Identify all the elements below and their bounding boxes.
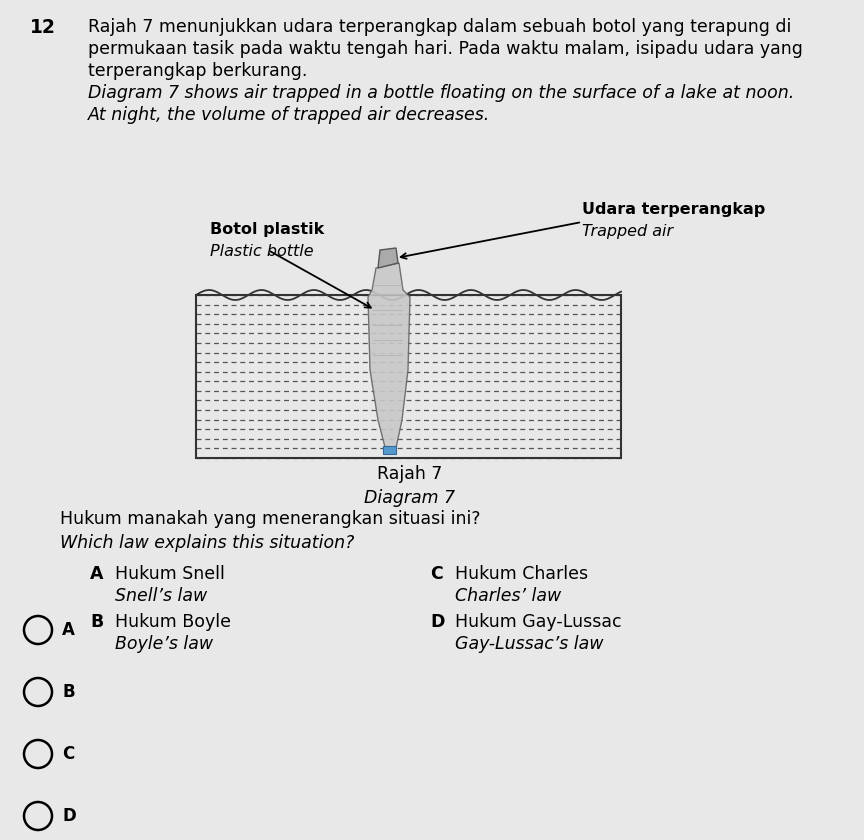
Text: C: C: [62, 745, 74, 763]
Text: Diagram 7: Diagram 7: [365, 489, 455, 507]
Text: Hukum Snell: Hukum Snell: [115, 565, 225, 583]
Text: At night, the volume of trapped air decreases.: At night, the volume of trapped air decr…: [88, 106, 490, 124]
Text: Which law explains this situation?: Which law explains this situation?: [60, 534, 354, 552]
Polygon shape: [383, 446, 396, 454]
Text: Plastic bottle: Plastic bottle: [210, 244, 314, 259]
Text: D: D: [430, 613, 444, 631]
Text: A: A: [62, 621, 75, 639]
Text: Gay-Lussac’s law: Gay-Lussac’s law: [455, 635, 603, 653]
Text: Charles’ law: Charles’ law: [455, 587, 562, 605]
Text: B: B: [90, 613, 104, 631]
Text: Rajah 7 menunjukkan udara terperangkap dalam sebuah botol yang terapung di: Rajah 7 menunjukkan udara terperangkap d…: [88, 18, 791, 36]
Text: Hukum Boyle: Hukum Boyle: [115, 613, 231, 631]
Text: Botol plastik: Botol plastik: [210, 222, 324, 237]
Text: permukaan tasik pada waktu tengah hari. Pada waktu malam, isipadu udara yang: permukaan tasik pada waktu tengah hari. …: [88, 40, 803, 58]
Text: Snell’s law: Snell’s law: [115, 587, 207, 605]
Text: Hukum Charles: Hukum Charles: [455, 565, 588, 583]
Text: Hukum Gay-Lussac: Hukum Gay-Lussac: [455, 613, 621, 631]
Text: B: B: [62, 683, 74, 701]
Text: Trapped air: Trapped air: [582, 224, 673, 239]
Text: Udara terperangkap: Udara terperangkap: [582, 202, 766, 217]
Polygon shape: [368, 263, 410, 451]
Text: 12: 12: [30, 18, 56, 37]
Text: C: C: [430, 565, 442, 583]
Polygon shape: [378, 248, 398, 268]
Text: Hukum manakah yang menerangkan situasi ini?: Hukum manakah yang menerangkan situasi i…: [60, 510, 480, 528]
Text: Rajah 7: Rajah 7: [378, 465, 442, 483]
Text: Diagram 7 shows air trapped in a bottle floating on the surface of a lake at noo: Diagram 7 shows air trapped in a bottle …: [88, 84, 794, 102]
Bar: [196, 295, 621, 458]
Text: terperangkap berkurang.: terperangkap berkurang.: [88, 62, 308, 80]
Text: A: A: [90, 565, 104, 583]
Text: D: D: [62, 807, 76, 825]
Text: Boyle’s law: Boyle’s law: [115, 635, 213, 653]
